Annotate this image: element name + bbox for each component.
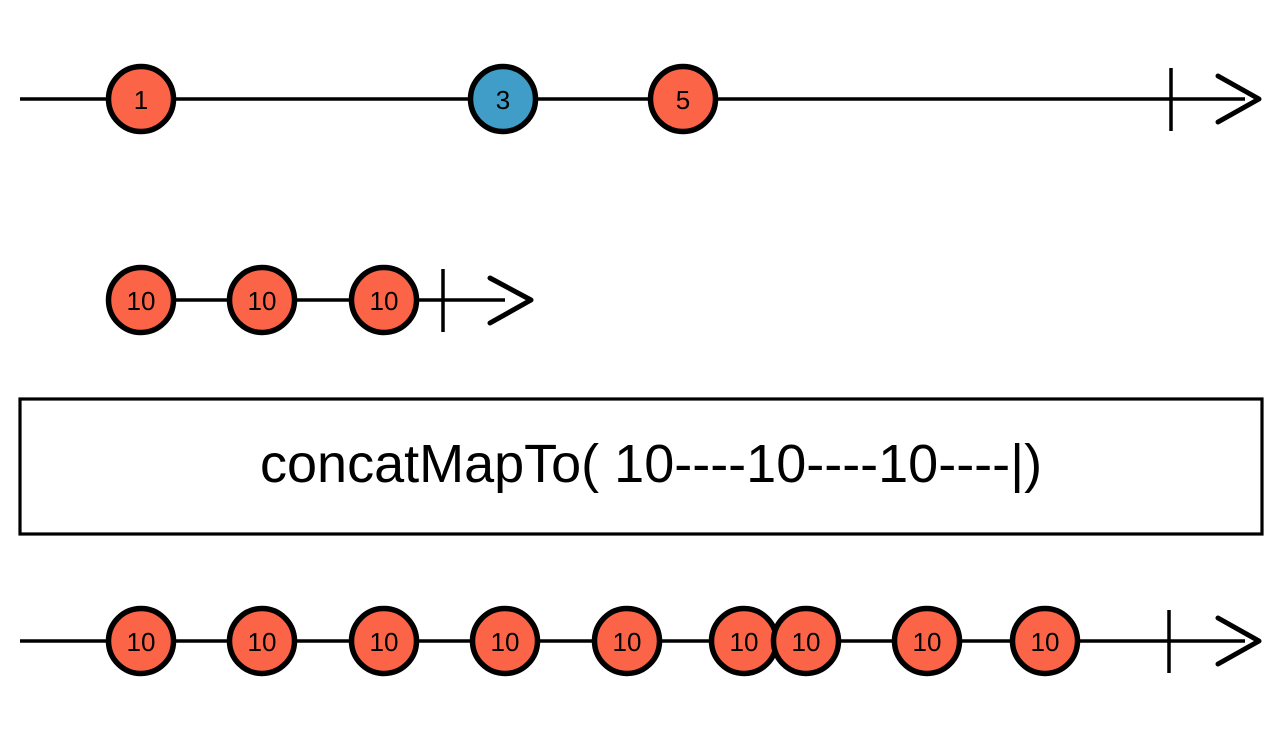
svg-text:5: 5	[676, 85, 690, 115]
svg-text:10: 10	[730, 627, 759, 657]
svg-text:10: 10	[370, 286, 399, 316]
svg-text:10: 10	[248, 627, 277, 657]
svg-text:10: 10	[792, 627, 821, 657]
svg-text:concatMapTo( 10----10----10---: concatMapTo( 10----10----10----|)	[260, 434, 1042, 494]
svg-text:10: 10	[913, 627, 942, 657]
svg-text:10: 10	[491, 627, 520, 657]
svg-text:10: 10	[613, 627, 642, 657]
svg-text:10: 10	[1031, 627, 1060, 657]
svg-text:10: 10	[370, 627, 399, 657]
svg-text:10: 10	[127, 627, 156, 657]
svg-text:10: 10	[127, 286, 156, 316]
svg-text:1: 1	[134, 85, 148, 115]
svg-text:10: 10	[248, 286, 277, 316]
svg-text:3: 3	[496, 85, 510, 115]
